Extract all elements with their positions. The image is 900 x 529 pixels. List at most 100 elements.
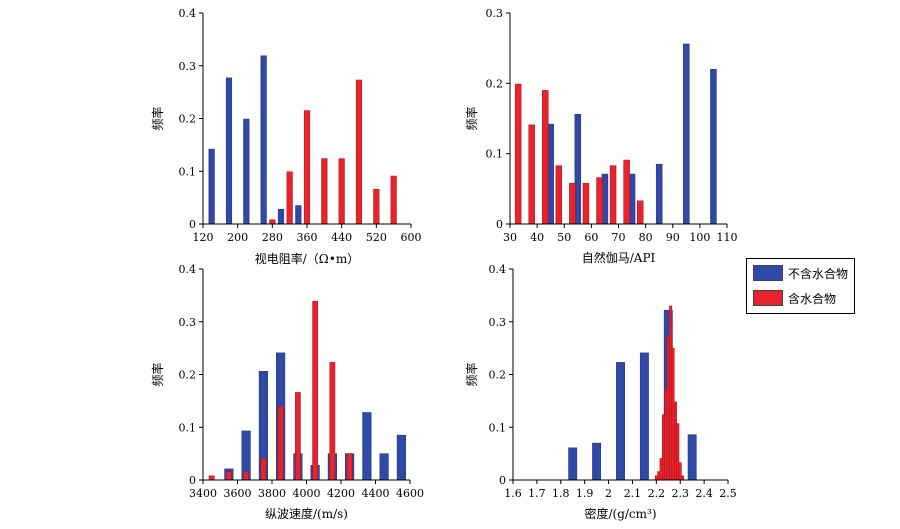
chart1-bar-blue-2 xyxy=(243,118,250,225)
chart4-y-tick-label-1: 0.1 xyxy=(489,421,507,434)
chart3-bar-blue-9 xyxy=(379,453,389,481)
chart2-bar-red-3 xyxy=(555,165,563,225)
chart1-x-tick-label-5: 520 xyxy=(366,231,387,244)
chart4-x-tick-label-4: 2 xyxy=(605,487,612,500)
chart1-bar-red-7 xyxy=(390,175,397,225)
legend-item-blue: 不含水合物 xyxy=(753,264,848,282)
chart3-bar-red-2 xyxy=(243,471,249,481)
chart3-y-tick-label-0: 0 xyxy=(189,474,196,487)
chart3-bar-red-4 xyxy=(277,405,284,481)
chart4-bar-red-3 xyxy=(662,414,665,481)
legend-item-red: 含水合物 xyxy=(753,289,836,307)
chart3-x-tick-label-3: 4000 xyxy=(293,487,321,500)
chart1-y-label: 频率 xyxy=(150,106,165,130)
chart4-bar-red-2 xyxy=(659,458,663,481)
chart4-x-tick-label-2: 1.8 xyxy=(552,487,570,500)
chart2-y-tick-label-0: 0 xyxy=(496,218,503,231)
chart1-x-tick-label-3: 360 xyxy=(297,231,318,244)
chart1-x-tick-label-6: 600 xyxy=(401,231,422,244)
chart3-x-tick-label-1: 3600 xyxy=(224,487,252,500)
chart4-y-tick-label-3: 0.3 xyxy=(489,316,507,329)
chart2-bar-red-0 xyxy=(514,83,522,225)
chart3-x-tick-label-6: 4600 xyxy=(396,487,424,500)
legend-swatch-blue xyxy=(753,265,783,281)
chart4-y-tick-label-0: 0 xyxy=(499,474,506,487)
chart3-bar-red-8 xyxy=(346,453,353,481)
chart3-bar-red-6 xyxy=(312,300,318,481)
chart3-bar-red-1 xyxy=(226,471,232,481)
legend-label-blue: 不含水合物 xyxy=(788,266,849,281)
chart4-x-tick-label-0: 1.6 xyxy=(504,487,522,500)
chart3-y-tick-label-3: 0.3 xyxy=(179,316,197,329)
chart1-y-tick-label-2: 0.2 xyxy=(179,113,197,126)
chart1-bar-red-2 xyxy=(303,110,311,225)
chart1-bar-red-4 xyxy=(338,158,345,225)
chart1-y-tick-label-4: 0.4 xyxy=(179,7,197,20)
chart2-bar-blue-0 xyxy=(547,123,554,225)
chart1-bar-blue-5 xyxy=(295,205,302,225)
chart1-bar-red-1 xyxy=(286,171,293,225)
chart4-bar-blue-5 xyxy=(687,434,697,481)
chart4-bar-red-1 xyxy=(657,471,661,481)
chart1-bar-blue-0 xyxy=(208,148,215,225)
chart2-bar-red-5 xyxy=(582,182,590,225)
chart2-x-tick-label-5: 80 xyxy=(639,231,653,244)
chart3-bar-blue-8 xyxy=(362,412,372,481)
chart2-y-tick-label-3: 0.3 xyxy=(486,7,504,20)
chart2-bar-red-2 xyxy=(542,90,549,225)
chart4-bar-red-6 xyxy=(669,305,673,481)
chart3-bar-red-0 xyxy=(208,475,215,481)
chart4-bar-red-4 xyxy=(664,388,668,481)
chart4-bar-red-11 xyxy=(681,475,685,481)
chart2-bar-red-1 xyxy=(528,124,535,225)
chart3-y-tick-label-2: 0.2 xyxy=(179,369,197,382)
chart1-bar-blue-1 xyxy=(225,77,233,225)
chart2-bar-red-7 xyxy=(609,165,617,225)
chart2-bar-red-4 xyxy=(569,182,576,225)
chart2-bar-red-6 xyxy=(596,177,603,225)
chart2-y-tick-label-2: 0.2 xyxy=(486,77,504,90)
chart4-x-tick-label-6: 2.2 xyxy=(648,487,666,500)
chart1-x-tick-label-4: 440 xyxy=(331,231,352,244)
chart2-bar-blue-6 xyxy=(710,69,717,225)
chart4-bar-red-5 xyxy=(666,335,670,481)
chart1-y-tick-label-0: 0 xyxy=(189,218,196,231)
chart1-bar-red-6 xyxy=(373,188,380,225)
chart2-bar-blue-2 xyxy=(601,173,609,225)
legend-swatch-red xyxy=(753,290,783,306)
chart1-y-tick-label-1: 0.1 xyxy=(179,165,197,178)
chart2-x-tick-label-1: 40 xyxy=(530,231,544,244)
chart2-bar-blue-5 xyxy=(683,43,690,225)
chart2-x-tick-label-8: 110 xyxy=(717,231,738,244)
chart3-y-tick-label-4: 0.4 xyxy=(179,263,197,276)
chart3-bar-red-7 xyxy=(329,362,336,481)
chart2-bar-red-8 xyxy=(623,159,630,225)
chart4-x-tick-label-9: 2.5 xyxy=(719,487,737,500)
chart3-bar-red-3 xyxy=(260,458,267,481)
chart3-x-tick-label-5: 4400 xyxy=(362,487,390,500)
legend: 不含水合物 含水合物 xyxy=(746,258,855,314)
chart4-bar-blue-1 xyxy=(592,442,602,481)
chart4-y-tick-label-4: 0.4 xyxy=(489,263,507,276)
chart3-x-tick-label-4: 4200 xyxy=(327,487,355,500)
chart2-bar-blue-4 xyxy=(655,163,663,225)
chart3-x-label: 纵波速度/(m/s) xyxy=(265,506,348,521)
chart1-bar-red-5 xyxy=(355,79,363,225)
chart1-x-tick-label-1: 200 xyxy=(227,231,248,244)
chart2-x-tick-label-6: 90 xyxy=(666,231,680,244)
chart1-x-tick-label-0: 120 xyxy=(193,231,214,244)
chart4-y-label: 频率 xyxy=(464,362,479,386)
chart1-x-tick-label-2: 280 xyxy=(262,231,283,244)
chart4-y-tick-label-2: 0.2 xyxy=(489,369,507,382)
chart1-bar-blue-3 xyxy=(260,55,267,225)
chart1-y-tick-label-3: 0.3 xyxy=(179,60,197,73)
chart4-bar-red-7 xyxy=(671,347,675,481)
chart4-x-tick-label-1: 1.7 xyxy=(528,487,546,500)
chart3-bar-red-5 xyxy=(295,392,301,481)
chart1-bar-red-3 xyxy=(321,158,328,225)
chart3-x-tick-label-0: 3400 xyxy=(189,487,217,500)
chart2-x-tick-label-4: 70 xyxy=(612,231,626,244)
chart4-x-tick-label-3: 1.9 xyxy=(576,487,594,500)
chart4-bar-red-0 xyxy=(654,475,658,481)
